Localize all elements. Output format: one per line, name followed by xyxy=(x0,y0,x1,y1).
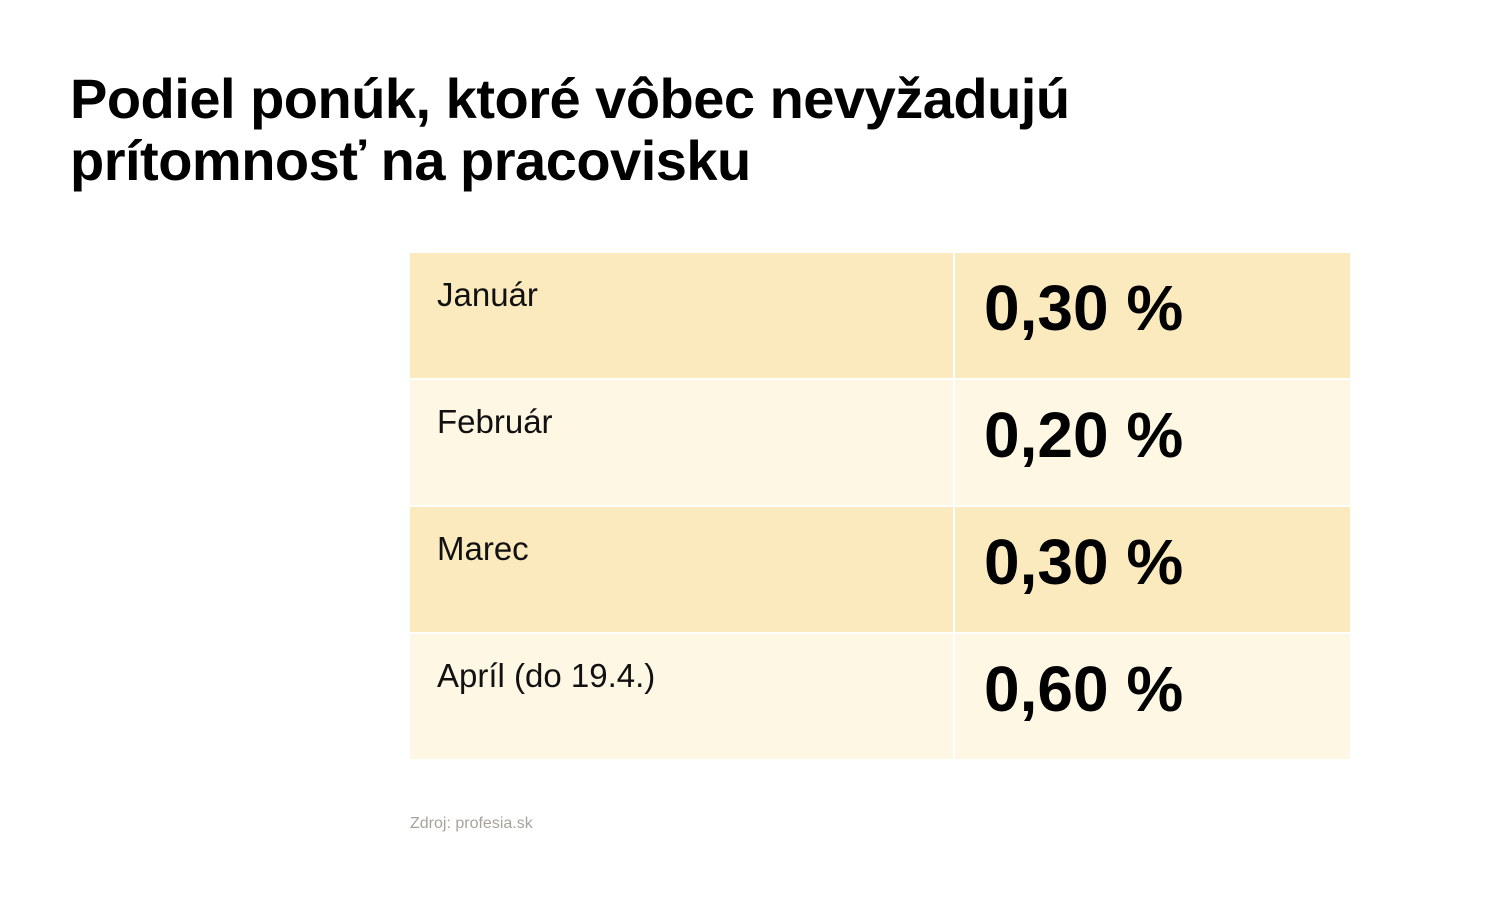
chart-title: Podiel ponúk, ktoré vôbec nevyžadujú prí… xyxy=(70,68,1270,192)
chart-title-line-2: prítomnosť na pracovisku xyxy=(70,129,751,192)
row-label: Január xyxy=(410,253,953,378)
table-row-april: Apríl (do 19.4.) 0,60 % xyxy=(410,634,1350,759)
table-row-march: Marec 0,30 % xyxy=(410,507,1350,632)
row-value: 0,30 % xyxy=(955,253,1350,378)
row-value: 0,20 % xyxy=(955,380,1350,505)
chart-title-line-1: Podiel ponúk, ktoré vôbec nevyžadujú xyxy=(70,67,1070,130)
row-value: 0,30 % xyxy=(955,507,1350,632)
data-table: Január 0,30 % Február 0,20 % Marec 0,30 … xyxy=(410,253,1350,759)
table-row-january: Január 0,30 % xyxy=(410,253,1350,378)
source-note: Zdroj: profesia.sk xyxy=(410,815,533,832)
table-row-february: Február 0,20 % xyxy=(410,380,1350,505)
row-value: 0,60 % xyxy=(955,634,1350,759)
row-label: Marec xyxy=(410,507,953,632)
row-label: Február xyxy=(410,380,953,505)
row-label: Apríl (do 19.4.) xyxy=(410,634,953,759)
